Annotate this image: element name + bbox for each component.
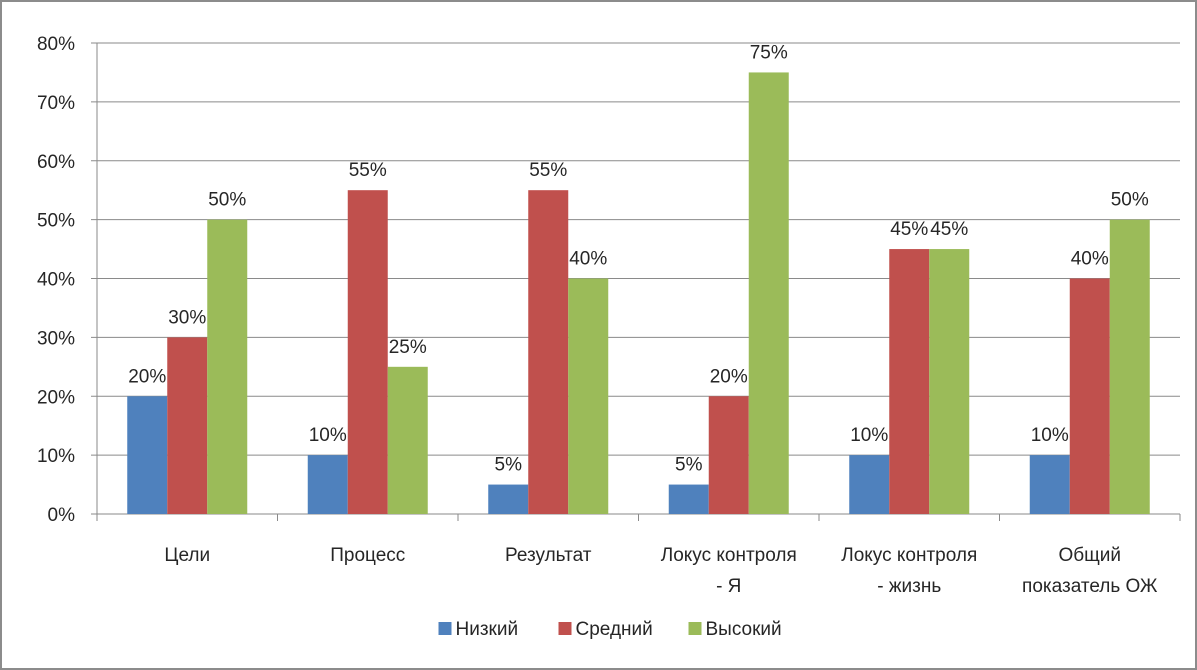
legend-label: Средний	[576, 619, 653, 640]
y-tick-label: 80%	[37, 34, 75, 55]
data-label: 5%	[495, 455, 523, 476]
y-tick-label: 0%	[48, 505, 76, 526]
bar	[849, 455, 890, 514]
data-label: 30%	[168, 307, 206, 328]
bar	[708, 396, 749, 514]
legend: Низкий Средний Высокий	[438, 619, 782, 640]
category-label: Результат	[505, 545, 592, 566]
legend-item: Средний	[558, 619, 653, 640]
category-label: показатель ОЖ	[1022, 576, 1158, 597]
legend-item: Высокий	[688, 619, 782, 640]
bar	[488, 484, 529, 514]
category-label: Общий	[1058, 545, 1121, 566]
bar	[1109, 219, 1150, 514]
category-labels: Цели Процесс Результат Локус контроля - Я Лок…	[164, 545, 1157, 597]
data-label: 50%	[208, 190, 246, 211]
data-label: 75%	[750, 42, 788, 63]
data-label: 20%	[128, 366, 166, 387]
y-tick-label: 10%	[37, 446, 75, 467]
category-label: Цели	[164, 545, 210, 566]
data-label: 40%	[1071, 249, 1109, 270]
bar	[748, 72, 789, 514]
data-labels: 20% 30% 50% 10% 55% 25% 5% 55% 40% 5% 20% 75% 10% 45%…	[128, 42, 1149, 475]
legend-item: Низкий	[438, 619, 519, 640]
bar	[528, 190, 569, 514]
bar	[668, 484, 709, 514]
data-label: 55%	[529, 160, 567, 181]
category-label: - Я	[716, 576, 741, 597]
bars	[127, 72, 1150, 514]
data-label: 45%	[890, 219, 928, 240]
y-tick-label: 40%	[37, 270, 75, 291]
bar	[387, 366, 428, 514]
legend-swatch	[438, 622, 452, 635]
bar	[207, 219, 248, 514]
legend-swatch	[558, 622, 572, 635]
bar	[1069, 278, 1110, 514]
data-label: 55%	[349, 160, 387, 181]
y-tick-label: 50%	[37, 211, 75, 232]
axes	[91, 42, 1181, 521]
bar	[127, 396, 168, 514]
data-label: 5%	[675, 455, 703, 476]
y-tick-label: 70%	[37, 93, 75, 114]
category-label: Локус контроля	[841, 545, 977, 566]
data-label: 50%	[1111, 190, 1149, 211]
category-label: Локус контроля	[661, 545, 797, 566]
y-tick-label: 20%	[37, 387, 75, 408]
data-label: 20%	[710, 366, 748, 387]
data-label: 45%	[930, 219, 968, 240]
bar	[167, 337, 208, 514]
bar	[347, 190, 388, 514]
legend-swatch	[688, 622, 702, 635]
data-label: 10%	[1031, 425, 1069, 446]
legend-label: Низкий	[456, 619, 519, 640]
category-label: - жизнь	[877, 576, 941, 597]
y-tick-label: 30%	[37, 328, 75, 349]
bar	[889, 249, 930, 514]
grid-lines	[97, 42, 1180, 456]
legend-label: Высокий	[706, 619, 782, 640]
bar	[307, 455, 348, 514]
bar	[1029, 455, 1070, 514]
category-label: Процесс	[330, 545, 405, 566]
data-label: 25%	[389, 337, 427, 358]
data-label: 10%	[850, 425, 888, 446]
data-label: 10%	[309, 425, 347, 446]
y-tick-labels: 0% 10% 20% 30% 40% 50% 60% 70% 80%	[37, 34, 75, 526]
data-label: 40%	[569, 249, 607, 270]
bar	[568, 278, 609, 514]
bar	[929, 249, 970, 514]
y-tick-label: 60%	[37, 152, 75, 173]
